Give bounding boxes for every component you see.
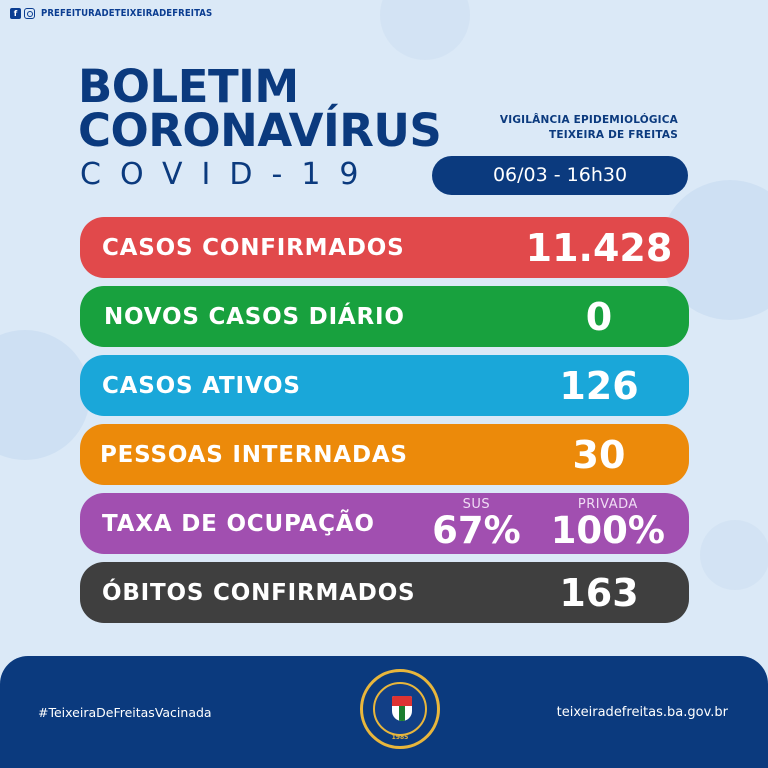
occupancy-rate-label: TAXA DE OCUPAÇÃO <box>102 510 375 537</box>
virus-decoration-icon <box>700 520 768 590</box>
occupancy-private-label: PRIVADA <box>577 497 638 512</box>
occupancy-rate-bar: TAXA DE OCUPAÇÃO SUS 67% PRIVADA 100% <box>80 493 689 554</box>
daily-new-cases-label: NOVOS CASOS DIÁRIO <box>104 303 405 330</box>
occupancy-private: PRIVADA 100% <box>551 498 665 549</box>
virus-decoration-icon <box>380 0 470 60</box>
facebook-icon: f <box>10 8 21 19</box>
active-cases-label: CASOS ATIVOS <box>102 372 301 399</box>
department-label: VIGILÂNCIA EPIDEMIOLÓGICA TEIXEIRA DE FR… <box>500 113 678 143</box>
department-line2: TEIXEIRA DE FREITAS <box>548 129 678 141</box>
footer: #TeixeiraDeFreitasVacinada 1985 teixeira… <box>0 656 768 768</box>
deaths-value: 163 <box>559 570 639 615</box>
page-title-line2: CORONAVÍRUS <box>78 104 442 157</box>
hospitalized-label: PESSOAS INTERNADAS <box>100 441 408 468</box>
page-title-line1: BOLETIM <box>78 60 299 113</box>
social-handle: PREFEITURADETEIXEIRADEFREITAS <box>41 8 213 19</box>
city-seal-logo: 1985 <box>360 669 440 749</box>
seal-inner-ring <box>373 682 427 736</box>
page-subtitle: COVID-19 <box>80 157 378 192</box>
confirmed-cases-value: 11.428 <box>525 225 673 270</box>
occupancy-sus-label: SUS <box>462 497 491 512</box>
virus-decoration-icon <box>0 330 90 460</box>
hospitalized-value: 30 <box>572 432 626 477</box>
hashtag: #TeixeiraDeFreitasVacinada <box>38 705 212 720</box>
website-link[interactable]: teixeiradefreitas.ba.gov.br <box>556 705 728 720</box>
deaths-bar: ÓBITOS CONFIRMADOS 163 <box>80 562 689 623</box>
instagram-icon <box>24 8 35 19</box>
confirmed-cases-bar: CASOS CONFIRMADOS 11.428 <box>80 217 689 278</box>
shield-icon <box>392 696 412 721</box>
seal-year: 1985 <box>391 734 409 741</box>
social-header: f PREFEITURADETEIXEIRADEFREITAS <box>10 8 212 19</box>
confirmed-cases-label: CASOS CONFIRMADOS <box>102 234 405 261</box>
date-badge: 06/03 - 16h30 <box>432 156 688 195</box>
daily-new-cases-value: 0 <box>585 294 613 339</box>
occupancy-private-value: 100% <box>550 509 665 552</box>
occupancy-sus-value: 67% <box>432 509 521 552</box>
department-line1: VIGILÂNCIA EPIDEMIOLÓGICA <box>499 114 678 126</box>
active-cases-value: 126 <box>559 363 639 408</box>
daily-new-cases-bar: NOVOS CASOS DIÁRIO 0 <box>80 286 689 347</box>
active-cases-bar: CASOS ATIVOS 126 <box>80 355 689 416</box>
deaths-label: ÓBITOS CONFIRMADOS <box>102 579 416 606</box>
occupancy-sus: SUS 67% <box>432 498 521 549</box>
hospitalized-bar: PESSOAS INTERNADAS 30 <box>80 424 689 485</box>
occupancy-values: SUS 67% PRIVADA 100% <box>432 498 689 549</box>
